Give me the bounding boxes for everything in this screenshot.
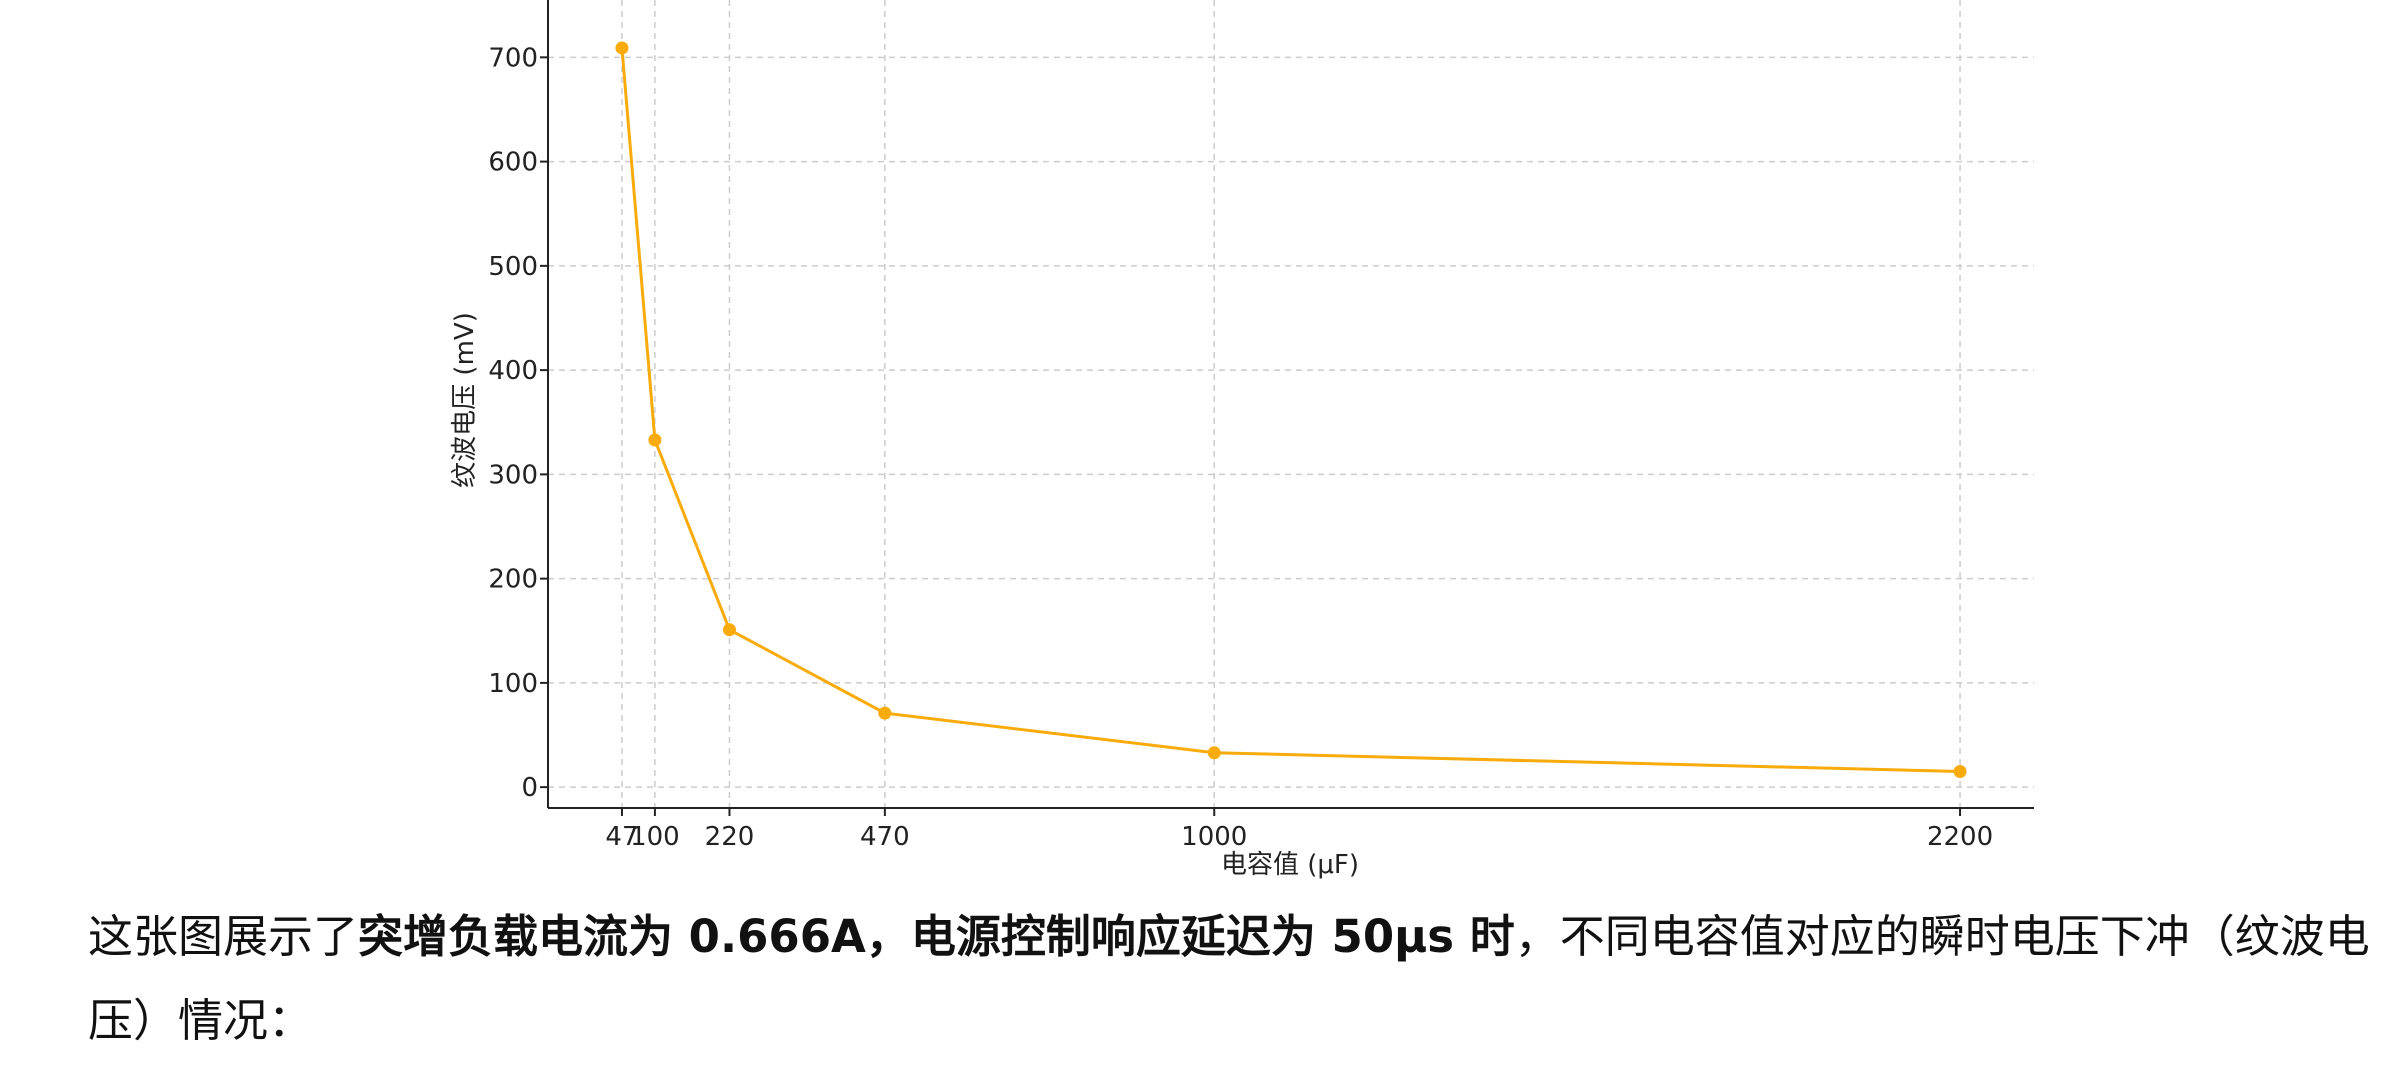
data-point <box>648 433 662 447</box>
x-tick-label: 2200 <box>1927 822 1993 852</box>
caption-paragraph: 这张图展示了突增负载电流为 0.666A，电源控制响应延迟为 50μs 时，不同… <box>88 895 2378 1063</box>
x-tick-label: 470 <box>860 822 910 852</box>
y-tick-label: 300 <box>488 460 538 490</box>
y-tick-label: 100 <box>488 669 538 699</box>
data-points <box>615 41 1967 779</box>
y-tick-label: 700 <box>488 43 538 73</box>
series-lines <box>620 47 1961 774</box>
y-tick-label: 600 <box>488 148 538 178</box>
data-point <box>1953 765 1967 779</box>
series-line <box>620 47 1961 774</box>
caption-suffix: ，不同电容值对应的瞬时电压下冲（纹波电压）情况： <box>88 910 2370 1047</box>
caption-bold: 突增负载电流为 0.666A，电源控制响应延迟为 50μs 时 <box>358 910 1515 963</box>
y-tick-label: 400 <box>488 356 538 386</box>
data-point <box>722 623 736 637</box>
x-tick-label: 100 <box>630 822 680 852</box>
y-tick-label: 500 <box>488 252 538 282</box>
x-tick-label: 220 <box>705 822 755 852</box>
x-tick-label: 1000 <box>1181 822 1247 852</box>
x-tick-label: 47 <box>605 822 638 852</box>
axes <box>540 0 2034 816</box>
grid-lines <box>548 0 2034 808</box>
x-axis-label: 电容值 (μF) <box>1221 850 1359 880</box>
y-axis-label: 纹波电压 (mV) <box>450 312 480 488</box>
y-tick-label: 200 <box>488 565 538 595</box>
caption-prefix: 这张图展示了 <box>88 910 359 963</box>
data-point <box>1207 746 1221 760</box>
y-tick-label: 0 <box>521 773 538 803</box>
data-point <box>878 706 892 720</box>
data-point <box>615 41 629 55</box>
